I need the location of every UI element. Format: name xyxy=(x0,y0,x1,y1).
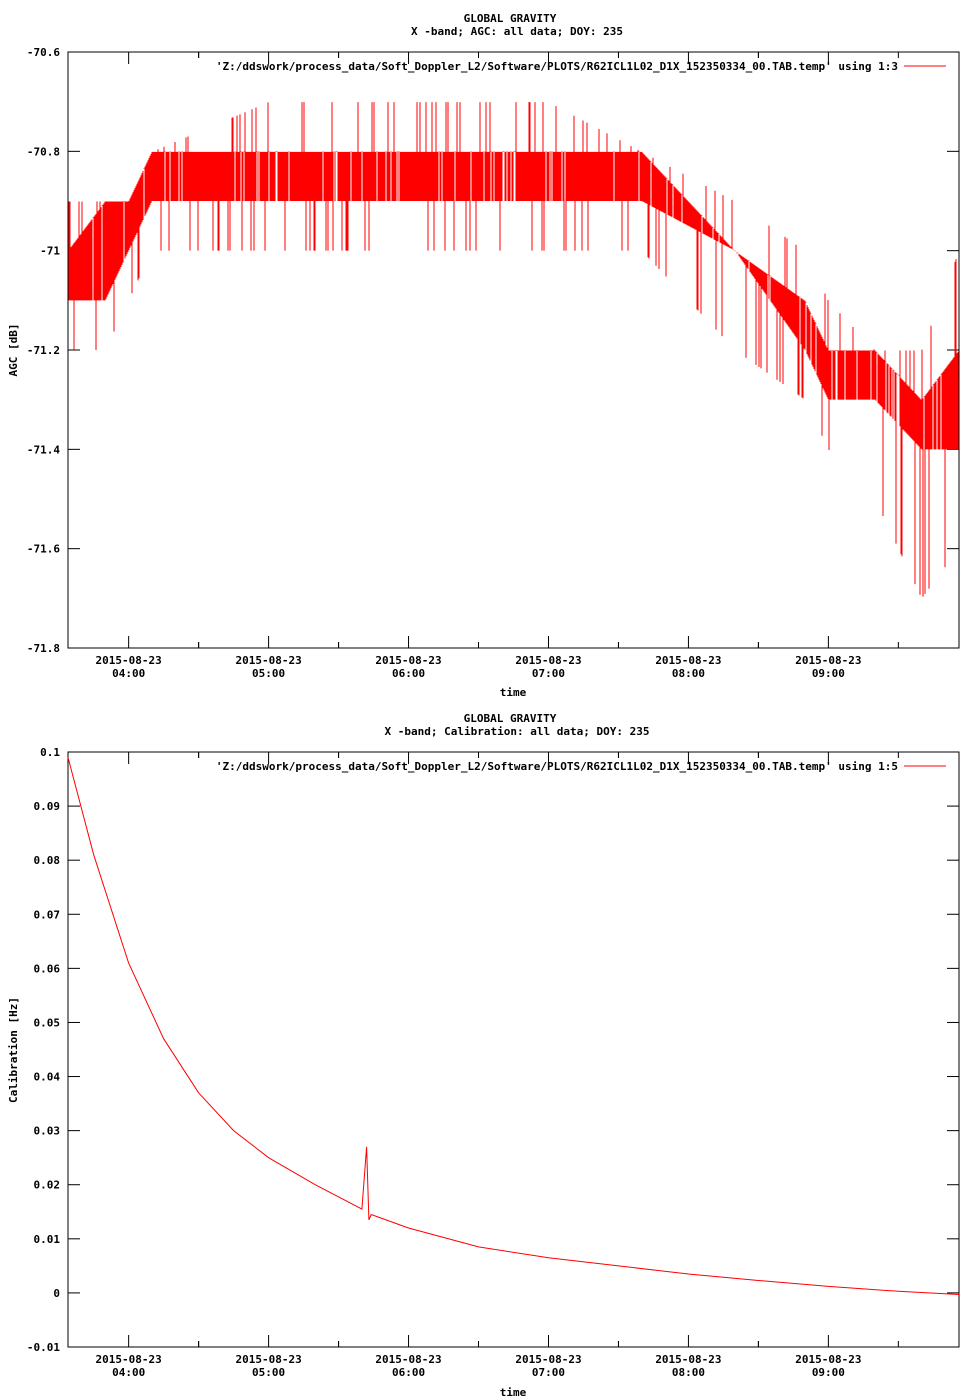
agc-x-tick-date: 2015-08-23 xyxy=(375,654,441,667)
calibration-y-tick-label: 0.02 xyxy=(34,1179,61,1192)
calibration-y-tick-label: 0.06 xyxy=(34,962,61,975)
agc-legend-label: 'Z:/ddswork/process_data/Soft_Doppler_L2… xyxy=(216,60,898,73)
calibration-y-tick-label: 0.08 xyxy=(34,854,61,867)
calibration-plot-frame xyxy=(67,751,960,1348)
calibration-x-tick-time: 07:00 xyxy=(532,1366,565,1379)
calibration-x-tick-time: 06:00 xyxy=(392,1366,425,1379)
calibration-x-tick-date: 2015-08-23 xyxy=(795,1353,861,1366)
agc-chart: GLOBAL GRAVITY X -band; AGC: all data; D… xyxy=(7,12,960,699)
calibration-y-tick-label: 0.01 xyxy=(34,1233,61,1246)
agc-y-tick-label: -70.6 xyxy=(27,46,60,59)
calibration-chart: GLOBAL GRAVITY X -band; Calibration: all… xyxy=(7,712,960,1399)
agc-x-ticks: 2015-08-2304:002015-08-2305:002015-08-23… xyxy=(96,52,899,680)
agc-series xyxy=(68,102,959,597)
calibration-y-ticks: 0.1 0.09 0.08 0.07 0.06 0.05 0.04 0.03 0.02 0.01 0… xyxy=(27,746,959,1354)
agc-y-tick-label: -71.8 xyxy=(27,642,60,655)
calibration-y-tick-label: 0 xyxy=(53,1287,60,1300)
agc-x-tick-time: 08:00 xyxy=(672,667,705,680)
agc-y-tick-label: -71.6 xyxy=(27,543,60,556)
agc-x-tick-date: 2015-08-23 xyxy=(235,654,301,667)
calibration-y-tick-label: 0.04 xyxy=(34,1071,61,1084)
calibration-x-tick-date: 2015-08-23 xyxy=(375,1353,441,1366)
agc-y-tick-label: -71.4 xyxy=(27,443,60,456)
calibration-x-tick-date: 2015-08-23 xyxy=(235,1353,301,1366)
agc-y-ticks: -70.6 -70.8 -71 -71.2 -71.4 -71.6 -71.8 xyxy=(27,46,959,655)
agc-x-tick-date: 2015-08-23 xyxy=(655,654,721,667)
agc-y-tick-label: -71 xyxy=(40,245,60,258)
agc-x-tick-date: 2015-08-23 xyxy=(795,654,861,667)
agc-chart-title: GLOBAL GRAVITY xyxy=(464,12,557,25)
calibration-chart-subtitle: X -band; Calibration: all data; DOY: 235 xyxy=(385,725,650,738)
calibration-x-ticks: 2015-08-2304:002015-08-2305:002015-08-23… xyxy=(96,752,899,1379)
calibration-x-tick-time: 08:00 xyxy=(672,1366,705,1379)
calibration-y-tick-label: 0.03 xyxy=(34,1125,61,1138)
calibration-y-tick-label: 0.05 xyxy=(34,1016,61,1029)
calibration-x-axis-label: time xyxy=(500,1386,527,1399)
calibration-x-tick-date: 2015-08-23 xyxy=(96,1353,162,1366)
calibration-x-tick-date: 2015-08-23 xyxy=(655,1353,721,1366)
calibration-y-tick-label: -0.01 xyxy=(27,1341,60,1354)
calibration-x-tick-time: 04:00 xyxy=(112,1366,145,1379)
calibration-series xyxy=(67,757,960,1295)
agc-x-tick-time: 07:00 xyxy=(532,667,565,680)
calibration-chart-title: GLOBAL GRAVITY xyxy=(464,712,557,725)
agc-x-tick-time: 05:00 xyxy=(252,667,285,680)
calibration-y-tick-label: 0.07 xyxy=(34,908,61,921)
agc-x-tick-date: 2015-08-23 xyxy=(515,654,581,667)
agc-x-tick-date: 2015-08-23 xyxy=(96,654,162,667)
agc-y-tick-label: -71.2 xyxy=(27,344,60,357)
agc-x-tick-time: 04:00 xyxy=(112,667,145,680)
agc-x-tick-time: 06:00 xyxy=(392,667,425,680)
calibration-y-axis-label: Calibration [Hz] xyxy=(7,997,20,1103)
calibration-x-tick-time: 09:00 xyxy=(812,1366,845,1379)
calibration-x-tick-date: 2015-08-23 xyxy=(515,1353,581,1366)
agc-x-tick-time: 09:00 xyxy=(812,667,845,680)
agc-y-tick-label: -70.8 xyxy=(27,145,60,158)
calibration-series-line xyxy=(67,757,960,1295)
calibration-y-tick-label: 0.09 xyxy=(34,800,61,813)
agc-chart-subtitle: X -band; AGC: all data; DOY: 235 xyxy=(411,25,623,38)
calibration-y-tick-label: 0.1 xyxy=(40,746,60,759)
agc-x-axis-label: time xyxy=(500,686,527,699)
calibration-legend-label: 'Z:/ddswork/process_data/Soft_Doppler_L2… xyxy=(216,760,898,773)
calibration-x-tick-time: 05:00 xyxy=(252,1366,285,1379)
agc-y-axis-label: AGC [dB] xyxy=(7,324,20,377)
